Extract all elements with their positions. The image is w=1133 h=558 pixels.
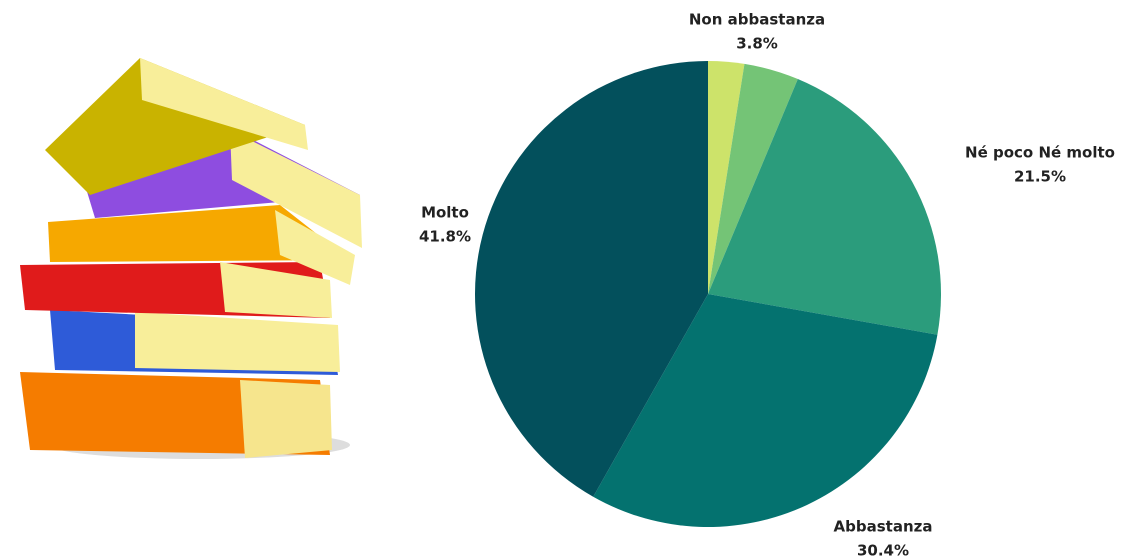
slice-label: Molto	[421, 204, 469, 222]
slice-value-label: 30.4%	[857, 542, 909, 558]
slice-value-label: 3.8%	[736, 35, 778, 53]
slice-label: Abbastanza	[834, 518, 933, 536]
slice-label: Non abbastanza	[689, 11, 825, 29]
pie-slice	[708, 61, 745, 294]
slice-label: Né poco Né molto	[965, 144, 1115, 162]
slice-value-label: 21.5%	[1014, 168, 1066, 186]
books-illustration	[20, 58, 362, 459]
pie-slice	[593, 294, 938, 528]
pie-slice	[475, 61, 708, 497]
pie-slice	[708, 63, 798, 294]
pie-slice	[708, 79, 942, 335]
slice-value-label: 41.8%	[419, 228, 471, 246]
